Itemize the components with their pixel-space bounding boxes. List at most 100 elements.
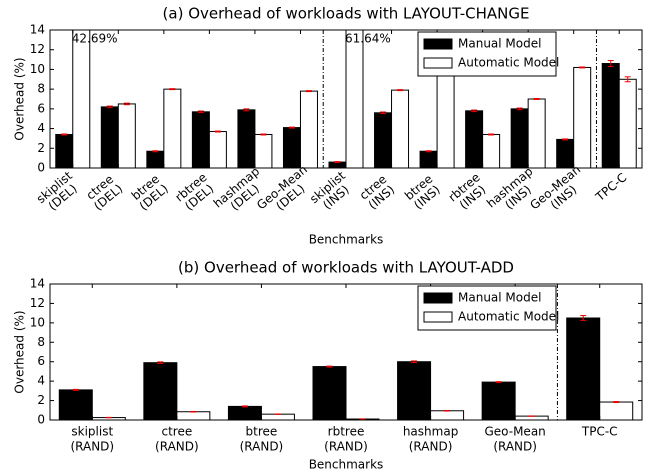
error-bar (243, 108, 250, 112)
y-tick-label: 10 (30, 315, 45, 329)
chart-title: (b) Overhead of workloads with LAYOUT-AD… (178, 259, 514, 277)
bar (208, 131, 227, 168)
x-tick-label-group: TPC-C (592, 170, 629, 204)
y-tick-label: 6 (37, 354, 45, 368)
error-bar (157, 361, 164, 364)
y-tick-label: 6 (37, 101, 45, 115)
x-tick-label: ctree (161, 425, 192, 439)
legend-swatch (423, 311, 453, 323)
error-bar (471, 109, 478, 113)
x-tick-label: hashmap (403, 425, 458, 439)
error-bar (516, 107, 523, 111)
x-tick-label-group: Geo-Mean(DEL) (254, 162, 310, 213)
x-tick-label-group: Geo-Mean(INS) (527, 162, 583, 212)
bars (55, 30, 637, 168)
bar (254, 133, 273, 168)
bar (146, 150, 165, 168)
bar (601, 63, 620, 168)
y-tick-label: 8 (37, 82, 45, 96)
bar (566, 317, 601, 420)
legend-label: Automatic Model (458, 310, 559, 324)
bar (237, 109, 256, 168)
x-tick-label-group: rbtree(INS) (446, 170, 489, 212)
x-tick-label: btree (246, 425, 278, 439)
bar (72, 30, 91, 168)
y-tick-label: 4 (37, 121, 45, 135)
bar (465, 110, 484, 168)
error-bar (61, 133, 68, 136)
error-bar (411, 360, 418, 363)
y-tick-label: 0 (37, 413, 45, 427)
y-axis-label: Overhead (%) (13, 310, 27, 393)
legend-label: Manual Model (458, 37, 541, 51)
bar (282, 127, 301, 168)
error-bar (579, 66, 586, 69)
y-tick-label: 8 (37, 335, 45, 349)
y-tick-label: 2 (37, 393, 45, 407)
bar (397, 361, 432, 420)
error-bar (533, 98, 540, 100)
x-tick-label: (RAND) (70, 440, 114, 454)
x-tick-label-group: skiplist(INS) (307, 168, 352, 212)
x-tick-label: rbtree (328, 425, 365, 439)
x-tick-label: TPC-C (592, 170, 629, 204)
error-bar (326, 365, 333, 368)
y-tick-label: 14 (30, 277, 45, 291)
bar (482, 133, 501, 168)
y-axis-label: Overhead (%) (13, 57, 27, 140)
bar (299, 90, 318, 168)
error-bar (169, 88, 176, 91)
bar (374, 112, 393, 168)
chart-title: (a) Overhead of workloads with LAYOUT-CH… (163, 5, 530, 23)
error-bar (72, 388, 79, 391)
error-bar (288, 126, 295, 129)
bar (573, 66, 592, 168)
bar (58, 389, 93, 420)
plot-frame (49, 29, 643, 169)
bar (618, 78, 637, 168)
bar (176, 411, 211, 420)
error-bar (397, 89, 404, 92)
legend-label: Automatic Model (458, 56, 559, 70)
bar (312, 366, 347, 420)
bars (58, 315, 634, 420)
error-bar (123, 102, 130, 106)
bar (100, 106, 119, 168)
bar (419, 150, 438, 168)
x-tick-label: (RAND) (324, 440, 368, 454)
x-tick-label-group: btree(DEL) (129, 172, 171, 213)
legend-swatch (423, 57, 453, 69)
x-tick-label: skiplist (71, 425, 113, 439)
legend-label: Manual Model (458, 291, 541, 305)
x-tick-label: TPC-C (581, 425, 618, 439)
error-bar (305, 90, 312, 93)
x-tick-label-group: ctree(DEL) (84, 172, 126, 213)
x-axis-label: Benchmarks (309, 233, 384, 247)
x-tick-label: Geo-Mean (485, 425, 546, 439)
x-tick-label-group: skiplist(DEL) (34, 168, 80, 213)
error-bar (624, 76, 631, 83)
error-bar (613, 401, 620, 404)
error-bar (580, 315, 587, 321)
y-tick-label: 10 (30, 62, 45, 76)
legend-swatch (423, 292, 453, 304)
y-tick-label: 4 (37, 374, 45, 388)
y-tick-label: 14 (30, 23, 45, 37)
error-bar (190, 410, 197, 413)
x-tick-label-group: btree(INS) (402, 172, 443, 212)
error-bar (425, 150, 432, 153)
error-bar (562, 138, 569, 141)
bar (391, 89, 410, 168)
bar (260, 413, 295, 420)
value-label: 61.64% (345, 32, 391, 46)
value-label: 42.69% (72, 32, 118, 46)
error-bar (197, 110, 204, 114)
x-tick-label: (RAND) (409, 440, 453, 454)
plot-frame (49, 283, 643, 421)
bar (55, 133, 74, 168)
error-bar (488, 133, 495, 136)
error-bar (607, 60, 614, 67)
bar (345, 30, 364, 168)
x-tick-label-group: ctree(INS) (357, 172, 397, 212)
